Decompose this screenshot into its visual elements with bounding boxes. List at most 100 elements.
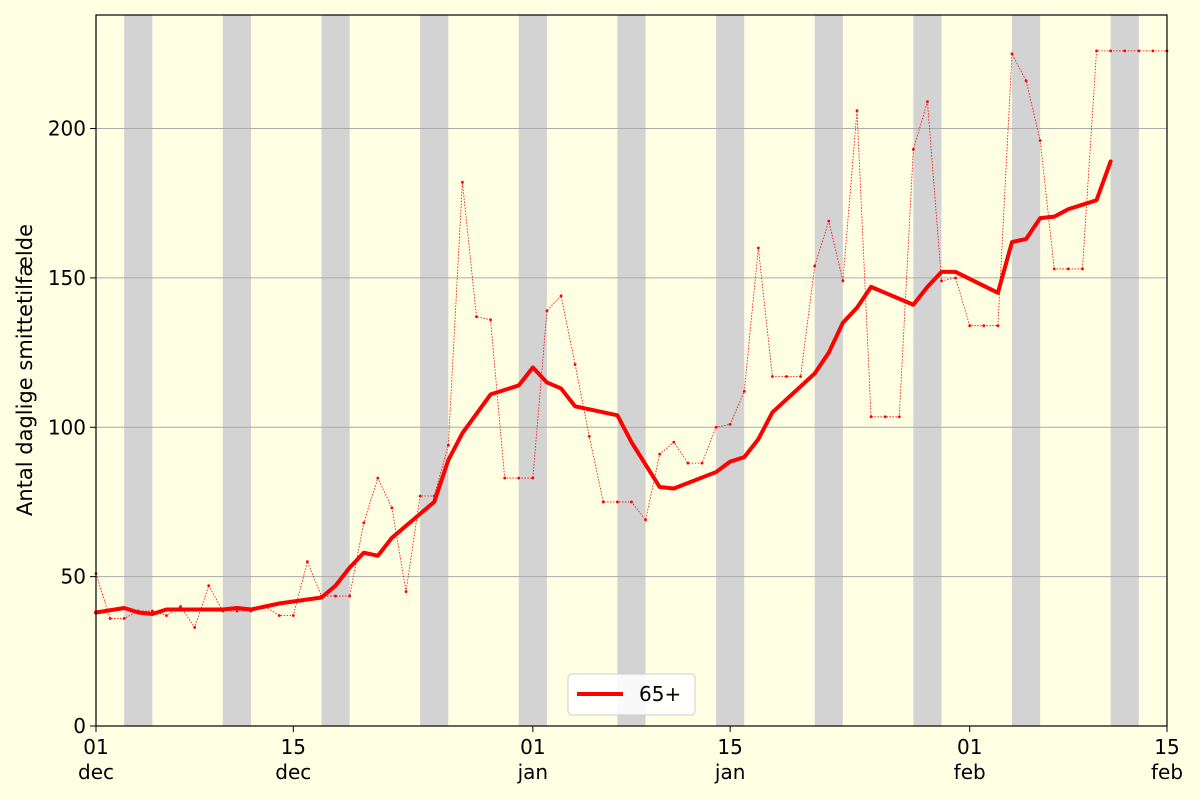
- x-tick-day: 15: [1154, 735, 1179, 759]
- y-gridlines: [96, 128, 1167, 578]
- y-tick-label: 200: [48, 117, 86, 141]
- daily-point: [869, 415, 873, 419]
- daily-point: [1081, 267, 1084, 271]
- legend-label: 65+: [639, 682, 681, 706]
- daily-point: [700, 461, 704, 465]
- daily-point: [1095, 49, 1098, 53]
- daily-point: [855, 109, 859, 112]
- daily-point: [587, 434, 591, 438]
- y-tick-label: 50: [61, 565, 86, 589]
- smoothed-line: [94, 159, 1113, 616]
- daily-point: [207, 584, 211, 587]
- daily-point: [418, 494, 422, 498]
- daily-point: [108, 617, 112, 620]
- daily-point: [940, 279, 943, 283]
- daily-point: [404, 590, 408, 593]
- weekend-band: [222, 15, 252, 726]
- daily-point: [179, 605, 182, 608]
- daily-point: [446, 443, 450, 447]
- legend-box: [567, 673, 696, 716]
- y-axis-ticks: 0 50 100 150 200: [48, 117, 96, 738]
- weekend-band: [617, 15, 646, 726]
- daily-point: [334, 594, 337, 598]
- weekend-band: [420, 15, 449, 726]
- daily-point: [968, 324, 972, 328]
- y-tick-label: 150: [48, 266, 86, 290]
- daily-point: [686, 461, 690, 465]
- weekend-band: [716, 15, 745, 726]
- legend: 65+: [567, 673, 696, 716]
- daily-point: [503, 476, 507, 480]
- y-tick-label: 0: [73, 714, 86, 738]
- daily-point: [277, 614, 281, 617]
- daily-point: [193, 626, 197, 629]
- daily-point: [235, 609, 239, 613]
- weekend-band: [321, 15, 350, 726]
- daily-point: [714, 425, 718, 429]
- daily-point: [460, 180, 464, 184]
- daily-point: [644, 518, 647, 522]
- daily-point: [841, 279, 845, 283]
- daily-point: [799, 375, 803, 378]
- y-axis-label: Antal daglige smittetilfælde: [13, 224, 37, 516]
- daily-point: [531, 476, 535, 480]
- daily-point: [897, 415, 901, 419]
- daily-point: [911, 148, 915, 151]
- x-tick-day: 01: [520, 735, 545, 759]
- daily-point: [1052, 267, 1056, 271]
- daily-point: [1109, 49, 1113, 53]
- daily-point: [926, 100, 929, 104]
- daily-point: [291, 614, 295, 617]
- daily-point: [630, 500, 633, 504]
- daily-point: [348, 594, 352, 598]
- x-tick-month: feb: [954, 760, 986, 784]
- daily-point: [996, 324, 1000, 328]
- daily-point: [545, 309, 549, 313]
- weekend-bands: [124, 15, 1139, 726]
- x-tick-month: feb: [1151, 760, 1183, 784]
- daily-point: [475, 315, 478, 319]
- x-tick-month: dec: [78, 760, 114, 784]
- daily-point: [616, 500, 619, 504]
- daily-point: [517, 476, 521, 480]
- weekend-band: [814, 15, 843, 726]
- daily-point: [672, 440, 676, 444]
- plot-area-frame: [95, 14, 1168, 727]
- daily-point: [122, 617, 126, 620]
- daily-point: [813, 264, 817, 268]
- weekend-band: [1011, 15, 1041, 726]
- weekend-band: [124, 15, 153, 726]
- daily-point: [489, 318, 492, 322]
- x-tick-day: 01: [83, 735, 108, 759]
- weekend-band: [913, 15, 942, 726]
- daily-point: [658, 452, 662, 456]
- daily-point: [390, 506, 394, 510]
- x-tick-day: 15: [281, 735, 306, 759]
- daily-point: [982, 324, 986, 328]
- daily-point: [165, 614, 168, 617]
- x-tick-month: jan: [714, 760, 746, 784]
- daily-point: [362, 521, 366, 525]
- daily-point: [601, 500, 605, 504]
- daily-point: [559, 294, 563, 298]
- daily-point: [1137, 49, 1141, 53]
- x-tick-month: jan: [517, 760, 549, 784]
- x-tick-month: dec: [275, 760, 311, 784]
- daily-point: [573, 363, 577, 366]
- daily-point: [1066, 267, 1070, 271]
- x-tick-day: 15: [717, 735, 742, 759]
- daily-point: [742, 390, 746, 393]
- daily-point: [1010, 52, 1014, 56]
- daily-point: [756, 246, 760, 250]
- daily-point: [771, 375, 774, 378]
- daily-point: [1038, 139, 1042, 142]
- x-tick-day: 01: [957, 735, 982, 759]
- daily-point: [785, 375, 788, 378]
- weekend-band: [1110, 15, 1139, 726]
- daily-point: [1024, 79, 1028, 83]
- smoothed-series: [94, 159, 1113, 616]
- daily-point: [728, 422, 732, 426]
- daily-point: [883, 415, 887, 419]
